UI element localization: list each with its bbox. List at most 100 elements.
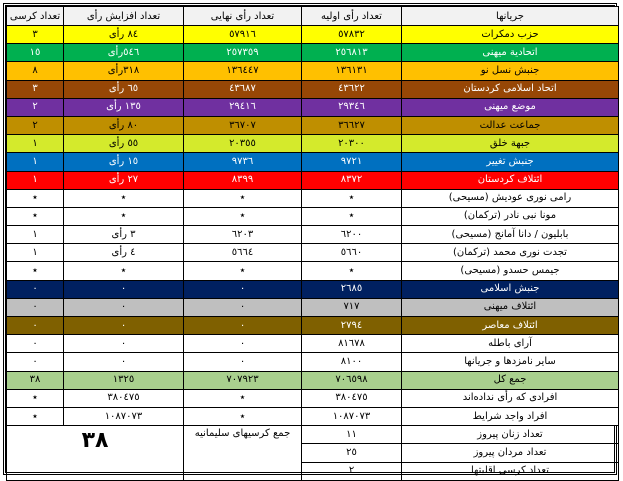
seats: ٭ [6,261,64,281]
table-row: ائتلاف معاصر ٢٧٩٤ ٠ ٠ ٠ [6,315,619,336]
summary-value: ١١ [301,425,402,445]
table-row: سایر نامزدها و جریانها ٨١٠٠ ٠ ٠ ٠ [6,352,619,372]
party-name: افراد واجد شرایط [401,406,619,427]
header-initial-votes: تعداد رأی اولیه [301,6,402,26]
initial-votes: ١٠٨٧٠٧٣ [301,406,402,427]
table-row: مونا نبی نادر (ترکمان) ٭ ٭ ٭ ٭ [6,206,619,227]
seats: ٠ [6,352,64,372]
summary-row: تعداد مردان پیروز ٢٥ [7,443,619,463]
table-row: ائتلاف کردستان ٨٣٧٢ ٨٣٩٩ ٢٧ رأى ١ [6,170,619,190]
vote-increase: ٠ [63,352,184,372]
table-row: افرادی که رأی نداده‌اند ٣٨٠٤٧٥ ٭ ٣٨٠٤٧٥ ٭ [6,388,619,408]
party-name: آرای باطله [401,334,619,354]
vote-increase: ٨٠ رأى [63,115,184,136]
party-name: موضع میهنی [401,97,619,117]
party-name: ائتلاف میهنی [401,297,619,318]
table-row: آرای باطله ٨١٦٧٨ ٠ ٠ ٠ [6,334,619,354]
header-row: جریانها تعداد رأی اولیه تعداد رأی نهایی … [6,6,619,26]
party-name: اتحادیة میهنی [401,43,619,63]
party-name: جنبش نسل نو [401,61,619,81]
table-row: رامی نوری عودیش (مسیحی) ٭ ٭ ٭ ٭ [6,188,619,208]
table-row: جنبش نسل نو ١٣٦١٣١ ١٣٦٤٤٧ ٣١٨رأى ٨ [6,61,619,81]
seats: ٢ [6,97,64,117]
final-votes: ٠ [183,315,302,336]
seats-total-label: جمع کرسیهای سلیمانیه [183,425,302,481]
final-votes: ٤٣٦٨٧ [183,79,302,99]
party-name: اتحاد اسلامی کردستان [401,79,619,99]
party-name: جمع کل [401,370,619,390]
final-votes: ٠ [183,352,302,372]
summary-label: تعداد کرسی اقلیتها [401,461,619,481]
seats: ١٥ [6,43,64,63]
final-votes: ١٣٦٤٤٧ [183,61,302,81]
table-row: بابلیون / دانا آمانج (مسیحی) ٦٢٠٠ ٦٢٠٣ ٣ رأ… [6,225,619,245]
initial-votes: ٢٥٦٨١٣ [301,43,402,63]
vote-increase: ١٥ رأى [63,152,184,172]
vote-increase: ٤ رأى [63,243,184,263]
seats: ٠ [6,334,64,354]
summary-value: ٢ [301,461,402,481]
party-name: ائتلاف معاصر [401,315,619,336]
seats: ١ [6,134,64,154]
summary-label: تعداد مردان پیروز [401,443,619,463]
vote-increase: ٭ [63,188,184,208]
table-row: جنبش اسلامی ٢٦٨٥ ٠ ٠ ٠ [6,279,619,299]
initial-votes: ٢٩٣٤٦ [301,97,402,117]
table-row: تجدت نوری محمد (ترکمان) ٥٦٦٠ ٥٦٦٤ ٤ رأى ١ [6,243,619,263]
party-name: جنبش اسلامی [401,279,619,299]
vote-increase: ٭ [63,206,184,227]
vote-increase: ١٣٢٥ [63,370,184,390]
seats: ٠ [6,279,64,299]
initial-votes: ٣٦٦٢٧ [301,115,402,136]
vote-increase: ٣١٨رأى [63,61,184,81]
table-row: حزب دمکرات ٥٧٨٣٢ ٥٧٩١٦ ٨٤ رأى ٣ [6,24,619,45]
party-name: جیمس حسدو (مسیحی) [401,261,619,281]
party-name: بابلیون / دانا آمانج (مسیحی) [401,225,619,245]
vote-increase: ٠ [63,315,184,336]
initial-votes: ٢٦٨٥ [301,279,402,299]
seats-total-value: ٣٨ [6,425,184,481]
final-votes: ٨٣٩٩ [183,170,302,190]
party-name: جبهة خلق [401,134,619,154]
seats: ٭ [6,206,64,227]
final-votes: ٠ [183,297,302,318]
summary-label: تعداد زنان پیروز [401,425,619,445]
final-votes: ٥٧٩١٦ [183,24,302,45]
final-votes: ٭ [183,188,302,208]
seats: ٣ [6,79,64,99]
initial-votes: ٧٠٦٥٩٨ [301,370,402,390]
table-row: افراد واجد شرایط ١٠٨٧٠٧٣ ٭ ١٠٨٧٠٧٣ ٭ [6,406,619,427]
seats: ٣ [6,24,64,45]
final-votes: ٭ [183,406,302,427]
seats: ١ [6,243,64,263]
initial-votes: ٧١٧ [301,297,402,318]
initial-votes: ٥٧٨٣٢ [301,24,402,45]
vote-increase: ٦٥ رأى [63,79,184,99]
vote-increase: ١٠٨٧٠٧٣ [63,406,184,427]
table-row: جبهة خلق ٢٠٣٠٠ ٢٠٣٥٥ ٥٥ رأى ١ [6,134,619,154]
summary-row: تعداد زنان پیروز ١١ جمع کرسیهای سلیمانیه… [6,425,619,481]
vote-increase: ٢٧ رأى [63,170,184,190]
table-row: جمع کل ٧٠٦٥٩٨ ٧٠٧٩٢٣ ١٣٢٥ ٣٨ [6,370,619,390]
party-name: ائتلاف کردستان [401,170,619,190]
vote-increase: ٠ [63,297,184,318]
initial-votes: ١٣٦١٣١ [301,61,402,81]
header-party: جریانها [401,6,619,26]
initial-votes: ٩٧٢١ [301,152,402,172]
vote-increase: ٭ [63,261,184,281]
final-votes: ٢٥٧٣٥٩ [183,43,302,63]
initial-votes: ٨٣٧٢ [301,170,402,190]
final-votes: ٢٩٤١٦ [183,97,302,117]
table-row: جیمس حسدو (مسیحی) ٭ ٭ ٭ ٭ [6,261,619,281]
initial-votes: ٨١٠٠ [301,352,402,372]
seats: ١ [6,170,64,190]
initial-votes: ٢٠٣٠٠ [301,134,402,154]
table-row: ائتلاف میهنی ٧١٧ ٠ ٠ ٠ [6,297,619,318]
final-votes: ٩٧٣٦ [183,152,302,172]
vote-increase: ٣٨٠٤٧٥ [63,388,184,408]
party-name: رامی نوری عودیش (مسیحی) [401,188,619,208]
seats: ٣٨ [6,370,64,390]
vote-increase: ٥٤٦رأى [63,43,184,63]
initial-votes: ٨١٦٧٨ [301,334,402,354]
vote-increase: ١٣٥ رأى [63,97,184,117]
